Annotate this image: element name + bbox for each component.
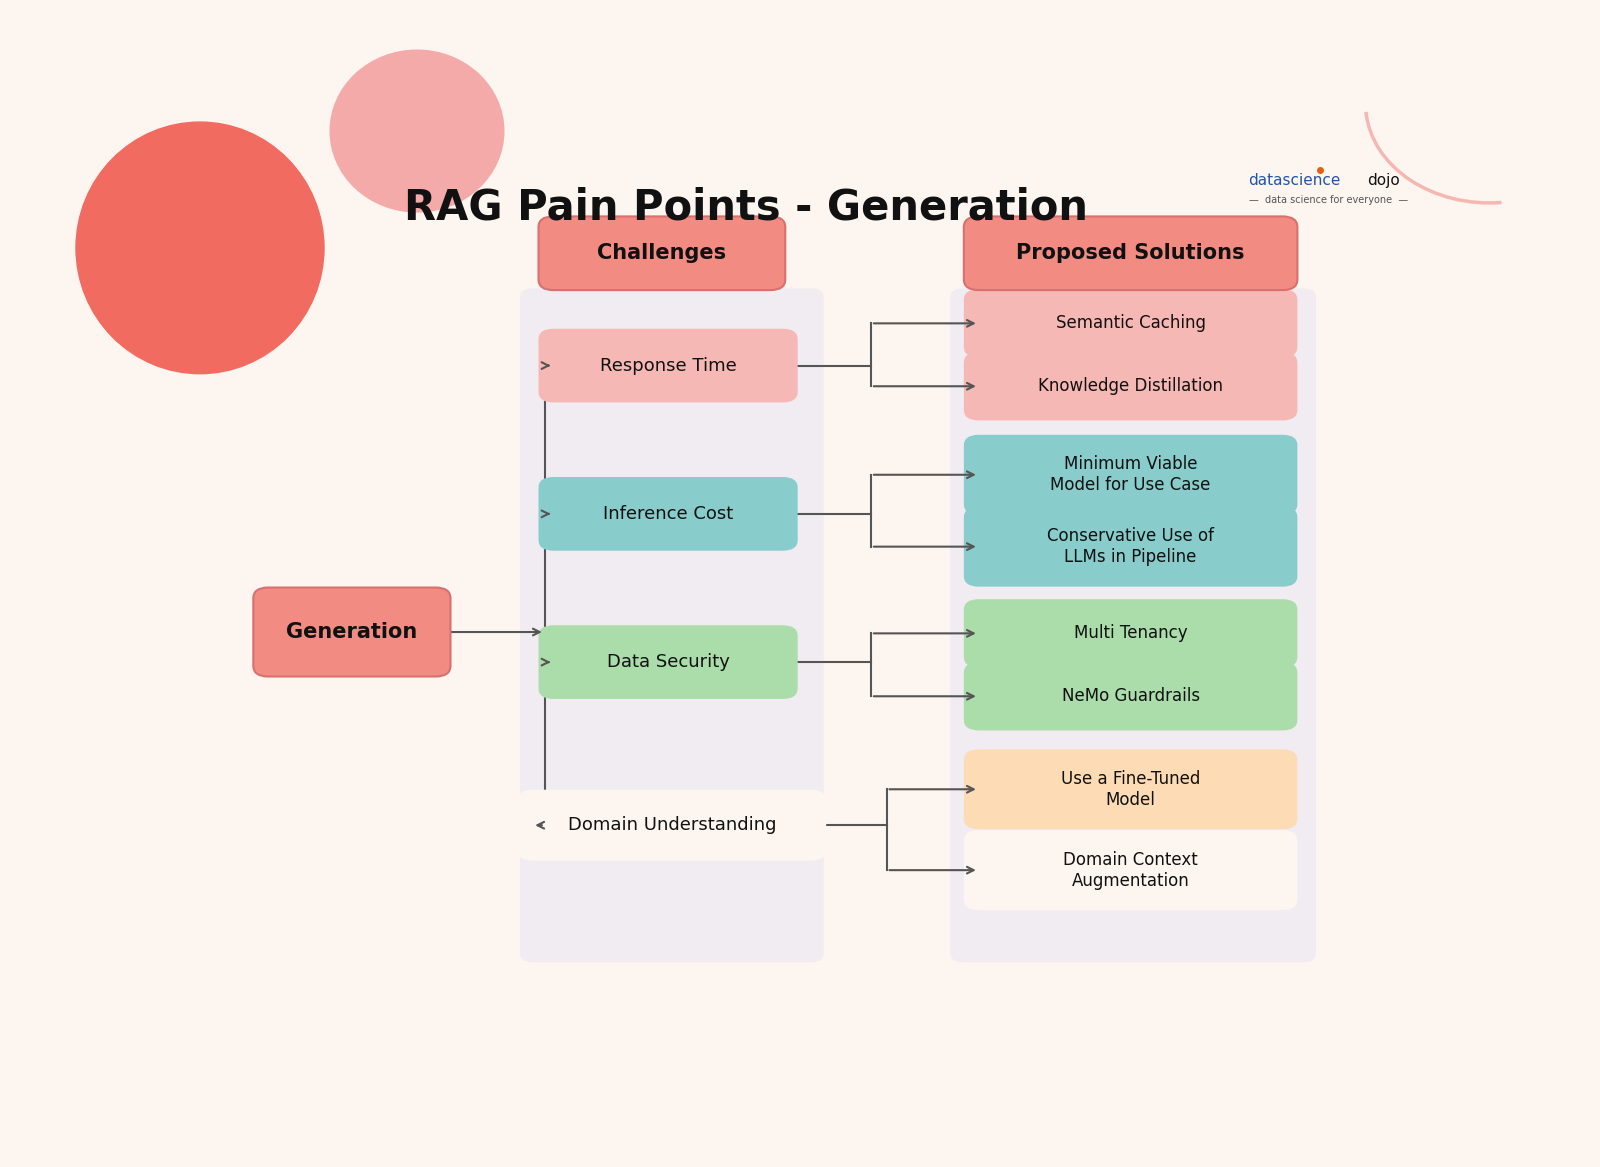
FancyBboxPatch shape	[539, 216, 786, 291]
FancyBboxPatch shape	[253, 587, 451, 677]
FancyBboxPatch shape	[517, 790, 826, 861]
FancyBboxPatch shape	[539, 626, 798, 699]
Text: RAG Pain Points - Generation: RAG Pain Points - Generation	[403, 187, 1088, 229]
Text: Data Security: Data Security	[606, 654, 730, 671]
FancyBboxPatch shape	[963, 749, 1298, 830]
Text: Generation: Generation	[286, 622, 418, 642]
FancyBboxPatch shape	[963, 599, 1298, 668]
Text: Semantic Caching: Semantic Caching	[1056, 314, 1206, 333]
FancyBboxPatch shape	[963, 830, 1298, 910]
Text: Minimum Viable
Model for Use Case: Minimum Viable Model for Use Case	[1051, 455, 1211, 494]
Text: Knowledge Distillation: Knowledge Distillation	[1038, 377, 1222, 396]
Text: Challenges: Challenges	[597, 243, 726, 264]
Text: Inference Cost: Inference Cost	[603, 505, 733, 523]
FancyBboxPatch shape	[963, 216, 1298, 291]
FancyBboxPatch shape	[950, 288, 1315, 963]
Text: —  data science for everyone  —: — data science for everyone —	[1250, 195, 1408, 205]
Text: Response Time: Response Time	[600, 357, 736, 375]
FancyBboxPatch shape	[963, 435, 1298, 515]
FancyBboxPatch shape	[963, 662, 1298, 731]
Ellipse shape	[330, 50, 504, 212]
FancyBboxPatch shape	[539, 329, 798, 403]
Text: Domain Context
Augmentation: Domain Context Augmentation	[1064, 851, 1198, 889]
Text: Proposed Solutions: Proposed Solutions	[1016, 243, 1245, 264]
Text: Conservative Use of
LLMs in Pipeline: Conservative Use of LLMs in Pipeline	[1046, 527, 1214, 566]
FancyBboxPatch shape	[539, 477, 798, 551]
Text: datascience: datascience	[1248, 173, 1341, 188]
FancyBboxPatch shape	[520, 288, 824, 963]
Text: dojo: dojo	[1366, 173, 1400, 188]
Ellipse shape	[77, 123, 323, 373]
Text: Multi Tenancy: Multi Tenancy	[1074, 624, 1187, 642]
FancyBboxPatch shape	[963, 352, 1298, 420]
Text: NeMo Guardrails: NeMo Guardrails	[1061, 687, 1200, 705]
Text: Use a Fine-Tuned
Model: Use a Fine-Tuned Model	[1061, 770, 1200, 809]
FancyBboxPatch shape	[963, 289, 1298, 357]
Text: Domain Understanding: Domain Understanding	[568, 816, 776, 834]
FancyBboxPatch shape	[963, 506, 1298, 587]
